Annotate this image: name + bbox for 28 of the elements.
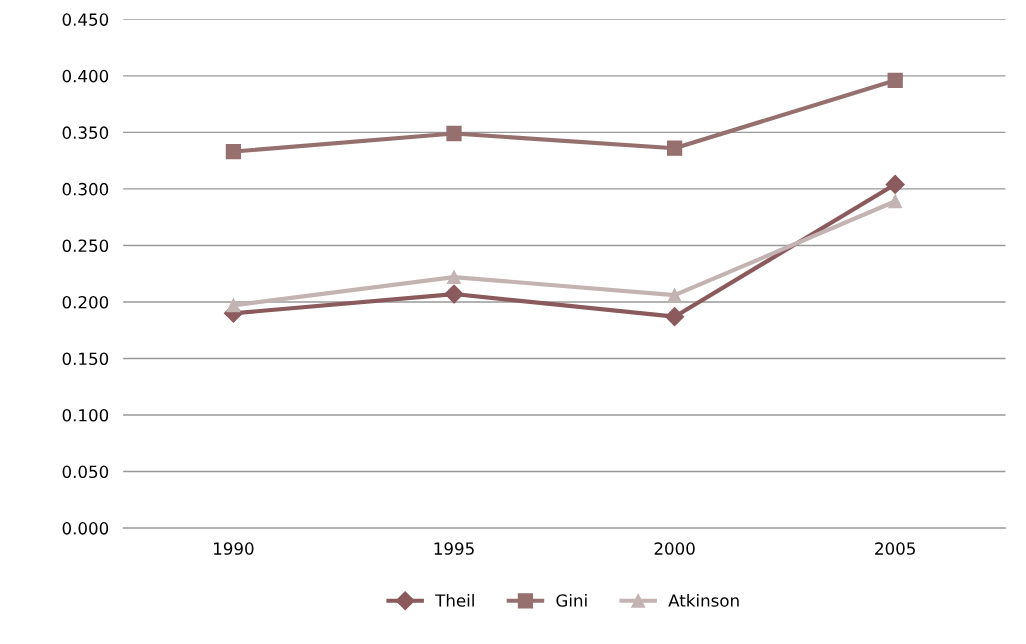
y-tick-label: 0.100 bbox=[62, 408, 109, 422]
point bbox=[665, 307, 685, 327]
legend-label: Atkinson bbox=[668, 593, 739, 607]
x-tick-label: 2005 bbox=[875, 542, 915, 555]
y-tick-label: 0.050 bbox=[62, 465, 109, 479]
y-tick-label: 0.250 bbox=[62, 239, 109, 252]
point bbox=[888, 194, 903, 209]
point bbox=[447, 270, 461, 285]
y-tick-label: 0.300 bbox=[62, 182, 109, 196]
point bbox=[885, 174, 905, 194]
point bbox=[225, 143, 242, 160]
y-tick-label: 0.450 bbox=[62, 13, 109, 26]
legend-label: Theil bbox=[435, 593, 474, 607]
legend-label: Gini bbox=[556, 593, 587, 607]
point bbox=[667, 288, 682, 303]
x-tick-label: 1995 bbox=[434, 542, 474, 555]
point bbox=[446, 125, 462, 142]
point bbox=[666, 140, 683, 156]
x-tick-label: 1990 bbox=[214, 542, 254, 555]
point bbox=[444, 284, 464, 304]
y-tick-label: 0.350 bbox=[62, 126, 109, 139]
x-tick-label: 2000 bbox=[654, 542, 695, 555]
point bbox=[887, 72, 903, 89]
point bbox=[226, 298, 241, 313]
y-tick-label: 0.000 bbox=[62, 522, 109, 535]
y-tick-label: 0.150 bbox=[62, 352, 109, 366]
y-tick-label: 0.400 bbox=[62, 69, 109, 83]
y-tick-label: 0.200 bbox=[62, 295, 109, 309]
